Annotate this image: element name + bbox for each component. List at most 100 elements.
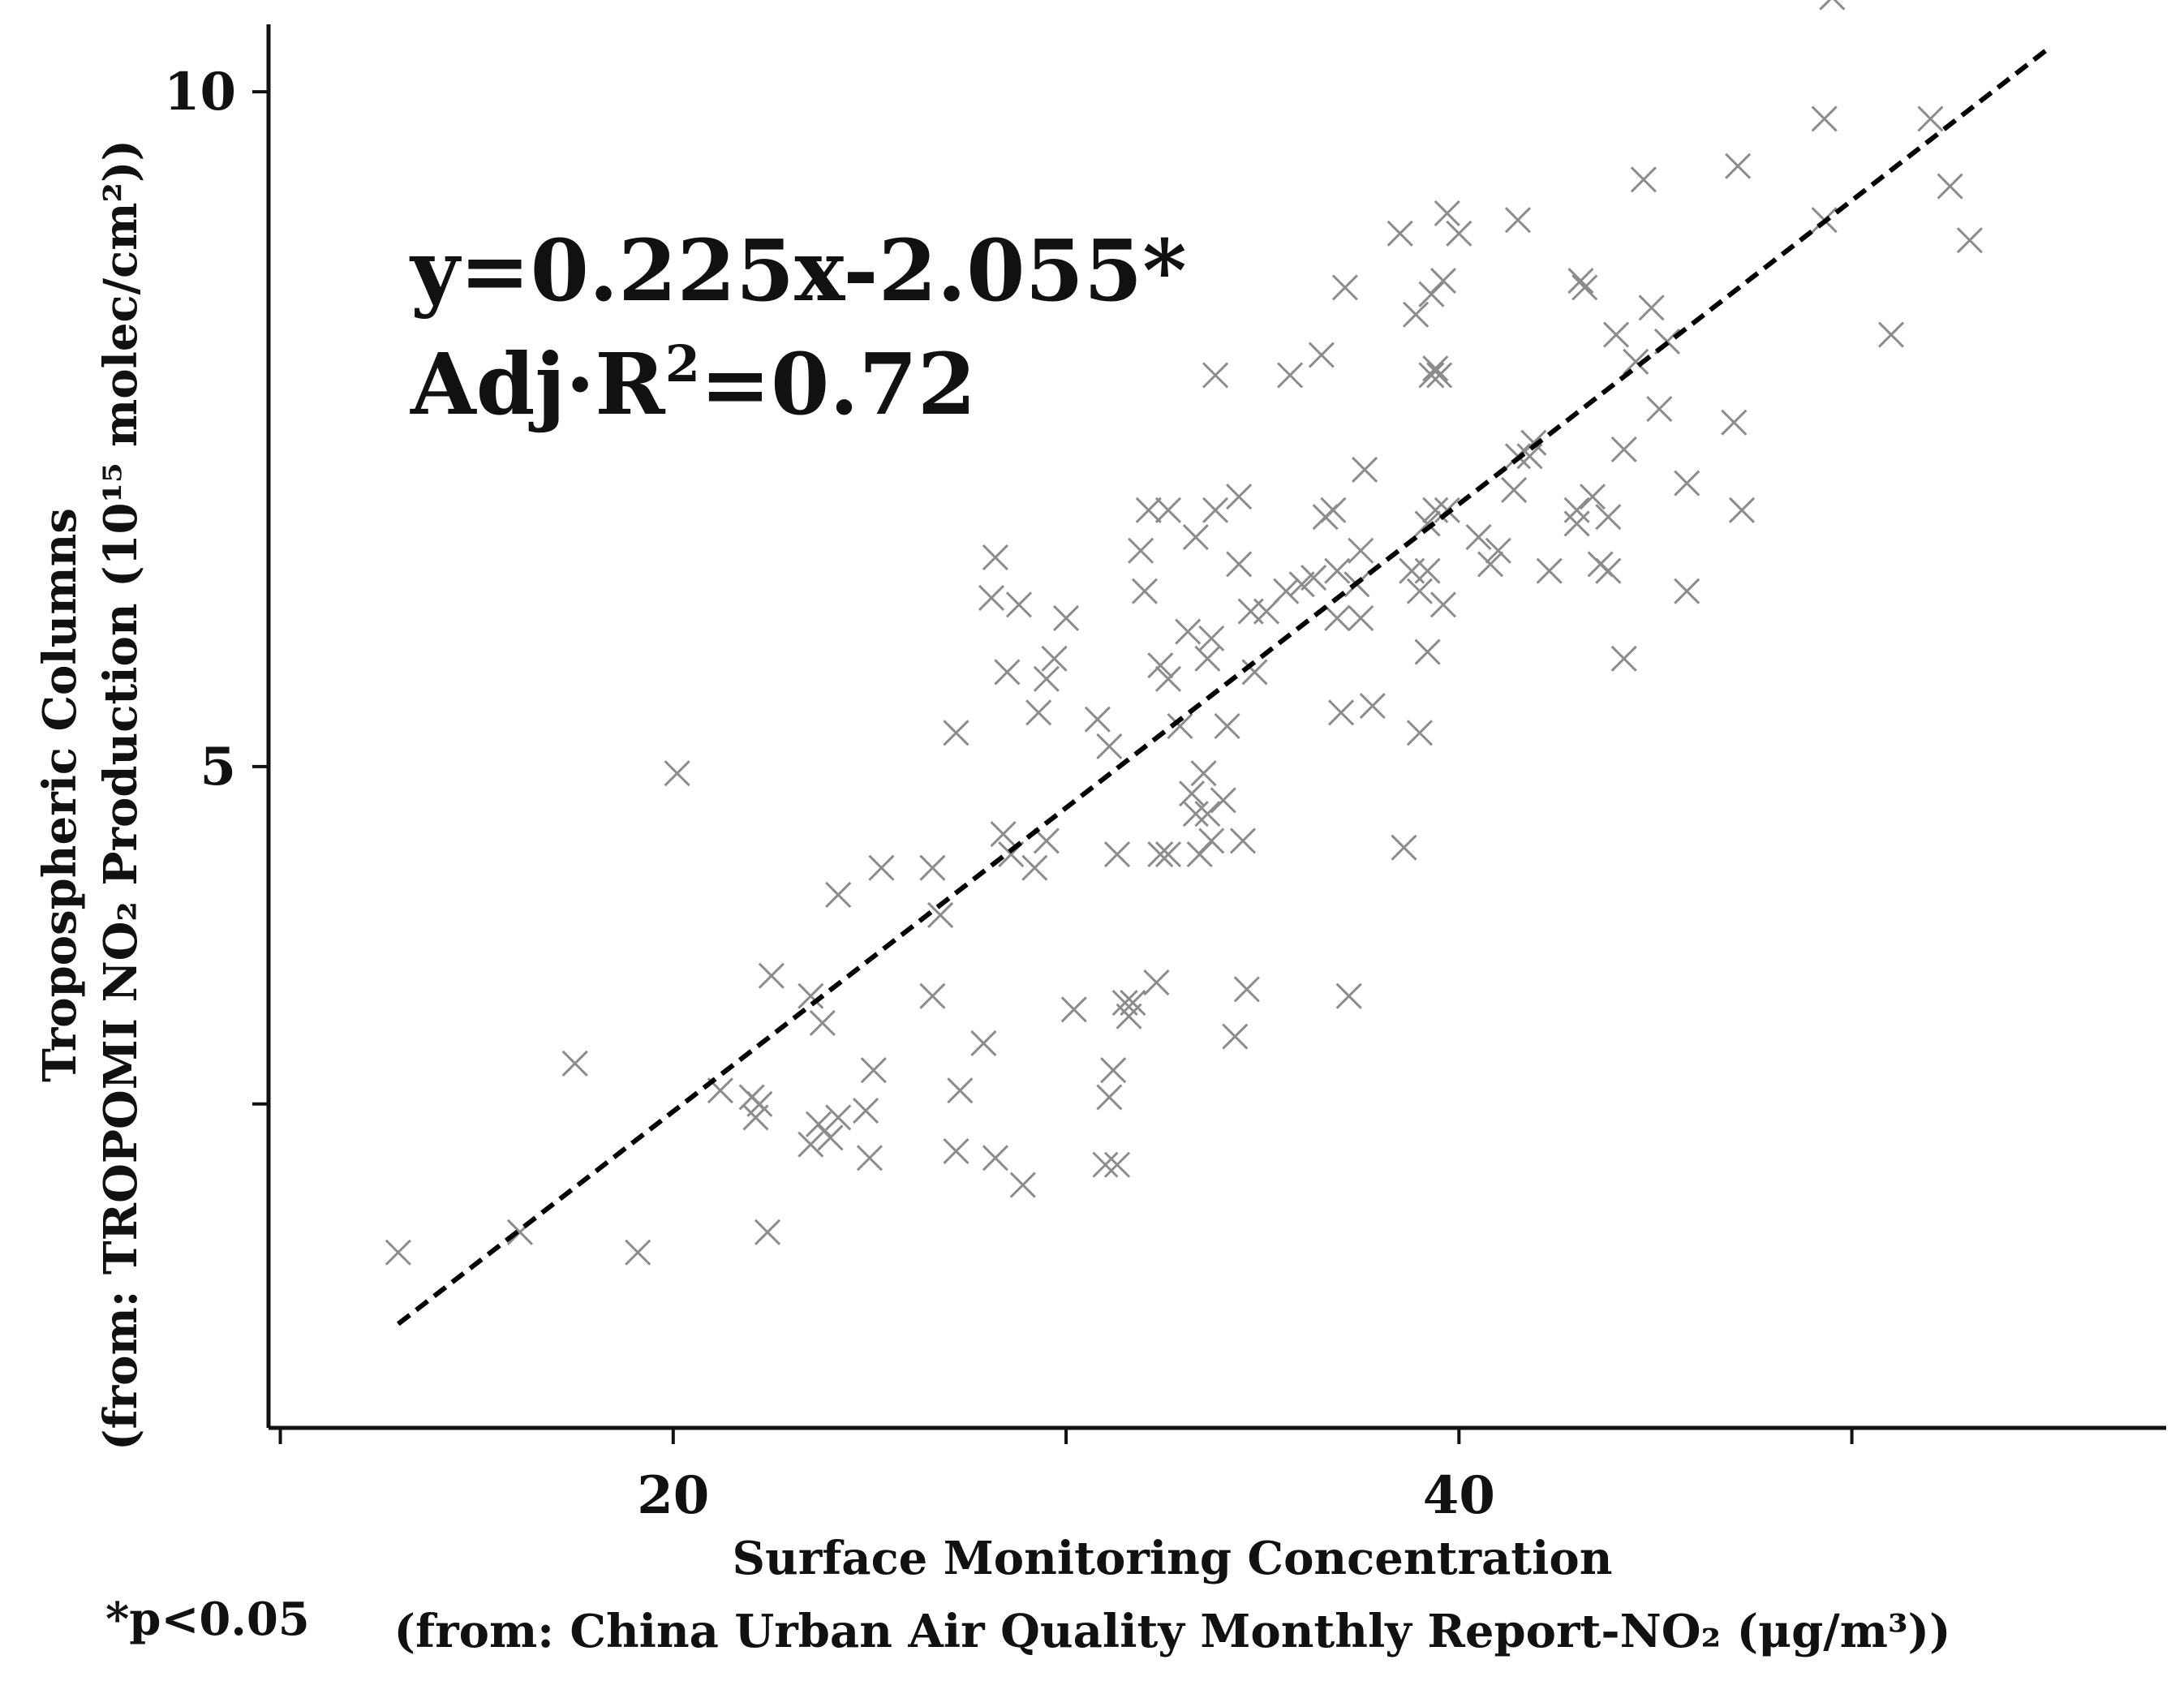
data-point <box>853 1098 879 1124</box>
data-point <box>1422 355 1449 382</box>
data-point <box>1571 274 1598 301</box>
data-point <box>1214 712 1240 740</box>
data-point <box>1623 348 1649 375</box>
data-point <box>1610 436 1637 463</box>
data-point <box>1241 659 1268 686</box>
axis-ticks: 20 40 5 10 <box>164 62 1854 1526</box>
data-point <box>1610 645 1637 672</box>
data-point <box>561 1050 588 1077</box>
data-point <box>1504 207 1532 234</box>
data-point <box>947 1077 974 1104</box>
data-point <box>1092 1151 1119 1178</box>
data-point <box>1154 665 1182 692</box>
adjusted-r-squared: Adj·R2=0.72 <box>410 334 976 434</box>
data-point <box>817 1124 844 1151</box>
data-point <box>1426 362 1453 389</box>
data-point <box>1202 362 1229 389</box>
data-point <box>1485 537 1511 564</box>
x-axis-title: Surface Monitoring Concentration (from: … <box>394 1532 1951 1658</box>
data-point <box>1335 982 1362 1009</box>
data-point <box>1131 578 1158 604</box>
data-point <box>798 1131 824 1158</box>
data-point <box>825 881 852 908</box>
data-point <box>664 760 690 787</box>
data-point <box>1167 712 1193 740</box>
data-points <box>385 0 1983 1266</box>
data-point <box>1198 828 1225 854</box>
x-axis-title-line1: Surface Monitoring Concentration <box>733 1532 1613 1585</box>
plot-area: 20 40 5 10 <box>164 0 2166 1526</box>
data-point <box>1033 665 1060 692</box>
data-point <box>1025 699 1052 726</box>
data-point <box>978 584 1005 612</box>
data-point <box>1135 497 1162 523</box>
data-point <box>1210 787 1236 814</box>
data-point <box>1103 840 1131 868</box>
r2-value: =0.72 <box>700 334 976 434</box>
data-point <box>1386 220 1413 247</box>
data-point <box>1327 699 1355 726</box>
data-point <box>1288 571 1315 598</box>
regression-annotation: y=0.225x-2.055* Adj·R2=0.72 <box>409 221 1187 434</box>
data-point <box>1877 321 1905 348</box>
data-point <box>927 901 954 928</box>
data-point <box>1120 989 1146 1017</box>
data-point <box>1418 362 1445 389</box>
data-point <box>1041 645 1068 672</box>
data-point <box>1348 604 1374 631</box>
data-point <box>1414 557 1441 584</box>
y-axis-title-line2: (from: TROPOMI NO₂ Production (10¹⁵ mole… <box>94 140 148 1451</box>
data-point <box>1391 834 1417 861</box>
data-point <box>754 1219 781 1245</box>
data-point <box>1182 801 1209 828</box>
data-point <box>385 1239 411 1266</box>
data-point <box>1595 557 1622 584</box>
data-point <box>990 821 1017 848</box>
data-point <box>1465 524 1492 551</box>
data-point <box>1414 510 1441 537</box>
regression-equation: y=0.225x-2.055* <box>409 221 1187 320</box>
data-point <box>919 982 946 1009</box>
data-point <box>1630 166 1657 193</box>
data-point <box>1434 200 1460 226</box>
data-point <box>1301 564 1327 591</box>
data-point <box>809 1009 836 1037</box>
data-point <box>1536 557 1563 584</box>
data-point <box>1009 1172 1036 1198</box>
data-point <box>868 854 895 881</box>
data-point <box>1348 537 1374 564</box>
data-point <box>982 1145 1008 1172</box>
data-point <box>1402 301 1429 328</box>
x-tick-label: 20 <box>637 1465 709 1526</box>
data-point <box>742 1104 769 1131</box>
data-point <box>1406 578 1433 604</box>
data-point <box>1154 497 1182 523</box>
data-point <box>1937 173 1963 200</box>
data-point <box>1477 551 1504 578</box>
data-point <box>1182 524 1209 551</box>
data-point <box>1198 625 1225 651</box>
data-point <box>1352 456 1378 484</box>
data-point <box>1429 591 1457 618</box>
data-point <box>1202 497 1229 523</box>
data-point <box>1674 578 1700 604</box>
data-point <box>919 854 946 881</box>
data-point <box>1728 497 1756 523</box>
data-point <box>994 659 1021 686</box>
data-point <box>1154 840 1182 868</box>
regression-line <box>396 46 2050 1326</box>
data-point <box>1320 497 1347 523</box>
data-point <box>758 962 785 989</box>
x-axis-title-line2: (from: China Urban Air Quality Monthly R… <box>394 1605 1951 1658</box>
significance-footnote: *p<0.05 <box>105 1593 310 1646</box>
data-point <box>1811 105 1838 132</box>
data-point <box>1324 557 1351 584</box>
data-point <box>1128 537 1154 564</box>
data-point <box>1520 429 1547 456</box>
data-point <box>625 1239 651 1266</box>
r2-prefix: Adj·R <box>410 334 666 434</box>
data-point <box>860 1057 887 1084</box>
data-point <box>1005 591 1033 618</box>
data-point <box>1096 1084 1123 1111</box>
